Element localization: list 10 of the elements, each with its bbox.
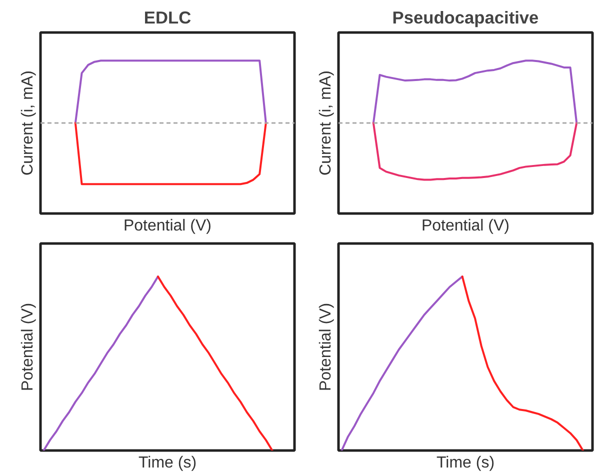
y-axis-title: Potential (V) [20, 302, 36, 392]
x-axis-title: Potential (V) [123, 218, 212, 234]
chart-title: Pseudocapacitive [392, 8, 540, 28]
x-axis-title: Potential (V) [421, 218, 510, 234]
y-axis-title: Current (i, mA) [20, 70, 36, 176]
y-axis-title: Potential (V) [318, 302, 334, 392]
x-axis-title: Time (s) [138, 454, 197, 472]
x-axis-title: Time (s) [436, 454, 495, 472]
y-axis-title: Current (i, mA) [318, 70, 334, 176]
chart-title: EDLC [144, 8, 192, 28]
